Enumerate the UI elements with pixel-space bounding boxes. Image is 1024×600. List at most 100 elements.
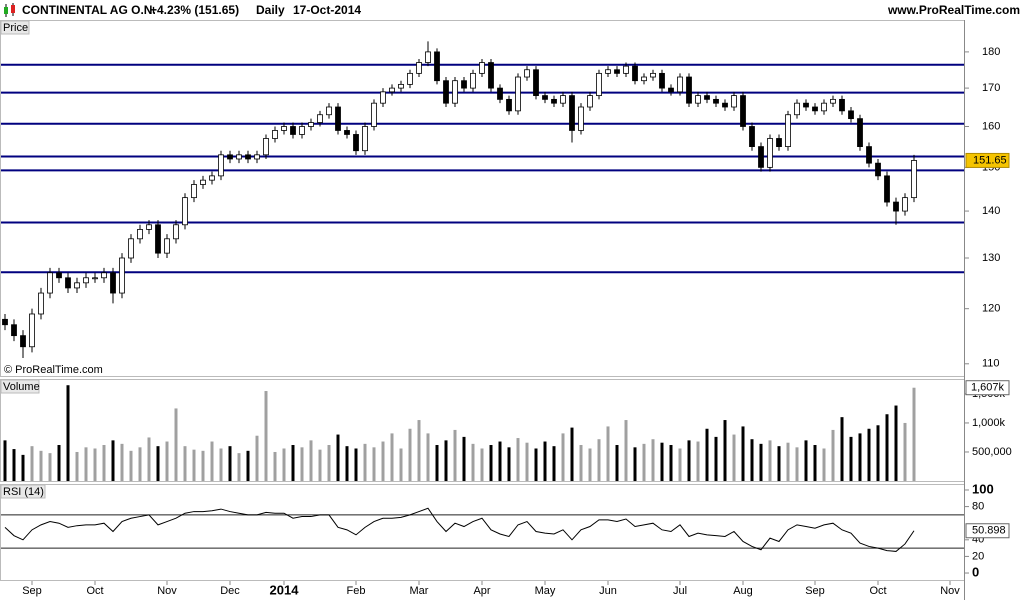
- volume-bar: [273, 451, 277, 481]
- last-rsi-label: 50.898: [972, 525, 1006, 537]
- candle-body: [272, 130, 278, 139]
- candle-body: [56, 272, 62, 279]
- volume-bar: [255, 435, 259, 481]
- candle-body: [758, 146, 764, 168]
- volume-bar: [561, 433, 565, 481]
- candle-body: [731, 95, 737, 108]
- candle-body: [83, 277, 89, 284]
- volume-bar: [795, 447, 799, 481]
- volume-bar: [219, 448, 223, 481]
- candle-body: [587, 95, 593, 108]
- candle-body: [110, 272, 116, 294]
- volume-bar: [687, 440, 691, 481]
- y-tick-label: 500,000: [972, 446, 1012, 458]
- candle-body: [488, 62, 494, 89]
- volume-bar: [147, 437, 151, 481]
- candle-body: [344, 130, 350, 135]
- volume-bar: [624, 420, 628, 481]
- candle-body: [749, 126, 755, 148]
- volume-bar: [435, 445, 439, 481]
- volume-bar: [156, 446, 160, 481]
- volume-bar: [48, 453, 52, 481]
- volume-bar: [228, 446, 232, 481]
- volume-bar: [723, 420, 727, 481]
- candle-body: [650, 72, 656, 78]
- y-tick-label: 110: [982, 358, 1000, 370]
- volume-bar: [282, 448, 286, 481]
- volume-bar: [489, 445, 493, 481]
- volume-bar: [129, 450, 133, 481]
- volume-bar: [912, 387, 916, 481]
- candle-body: [308, 122, 314, 127]
- candle-body: [461, 80, 467, 89]
- volume-bar: [507, 447, 511, 481]
- volume-bar: [669, 445, 673, 481]
- volume-bar: [615, 445, 619, 481]
- volume-bar: [210, 441, 214, 481]
- candle-body: [866, 146, 872, 164]
- volume-bar: [75, 451, 79, 481]
- volume-bar: [3, 440, 7, 481]
- volume-bar: [399, 448, 403, 481]
- candle-body: [884, 175, 890, 203]
- candle-body: [893, 201, 899, 212]
- panel-label-box: [0, 484, 46, 499]
- candle-body: [785, 114, 791, 148]
- y-tick-label: 140: [982, 205, 1000, 217]
- volume-bar: [543, 441, 547, 481]
- last-price-box: [965, 152, 1010, 168]
- volume-bar: [57, 445, 61, 481]
- candle-body: [137, 229, 143, 240]
- candle-body: [47, 272, 53, 294]
- x-tick-label: Oct: [869, 585, 886, 597]
- candle-body: [506, 98, 512, 112]
- volume-bar: [849, 436, 853, 481]
- volume-bar: [741, 426, 745, 481]
- volume-bar: [138, 447, 142, 481]
- candle-body: [236, 154, 242, 160]
- x-tick-label: Jul: [673, 585, 687, 597]
- volume-bar: [291, 445, 295, 481]
- volume-bar: [111, 440, 115, 481]
- volume-bar: [570, 427, 574, 481]
- candle-body: [560, 95, 566, 104]
- last-price-label: 151.65: [973, 154, 1007, 166]
- candle-body: [2, 318, 8, 326]
- volume-bar: [201, 450, 205, 481]
- candle-body: [407, 72, 413, 85]
- volume-bar: [732, 434, 736, 481]
- volume-bar: [516, 438, 520, 481]
- x-tick-label: May: [535, 585, 556, 597]
- volume-bar: [606, 426, 610, 481]
- volume-bar: [345, 446, 349, 481]
- volume-bar: [804, 440, 808, 481]
- candle-body: [668, 87, 674, 93]
- volume-bar: [183, 446, 187, 481]
- volume-bar: [309, 440, 313, 481]
- app-icon: [4, 3, 15, 17]
- panel-label-box: [0, 20, 30, 35]
- volume-bar: [390, 433, 394, 481]
- volume-bar: [840, 417, 844, 481]
- candle-body: [794, 102, 800, 116]
- candle-body: [614, 69, 620, 74]
- candle-body: [452, 80, 458, 104]
- candle-body: [623, 65, 629, 74]
- volume-bar: [894, 405, 898, 481]
- candle-body: [713, 98, 719, 104]
- candle-body: [281, 126, 287, 131]
- volume-bar: [300, 447, 304, 481]
- candle-body: [128, 238, 134, 259]
- candle-body: [335, 106, 341, 131]
- y-tick-label: 20: [972, 550, 984, 562]
- candle-body: [677, 76, 683, 93]
- volume-bar: [354, 448, 358, 481]
- candle-body: [254, 154, 260, 160]
- candle-body: [875, 162, 881, 177]
- x-tick-label: Aug: [733, 585, 753, 597]
- volume-bar: [417, 420, 421, 481]
- last-rsi-box: [965, 523, 1010, 539]
- rsi-line: [4, 507, 915, 552]
- x-tick-label: Dec: [220, 585, 240, 597]
- candle-body: [245, 154, 251, 160]
